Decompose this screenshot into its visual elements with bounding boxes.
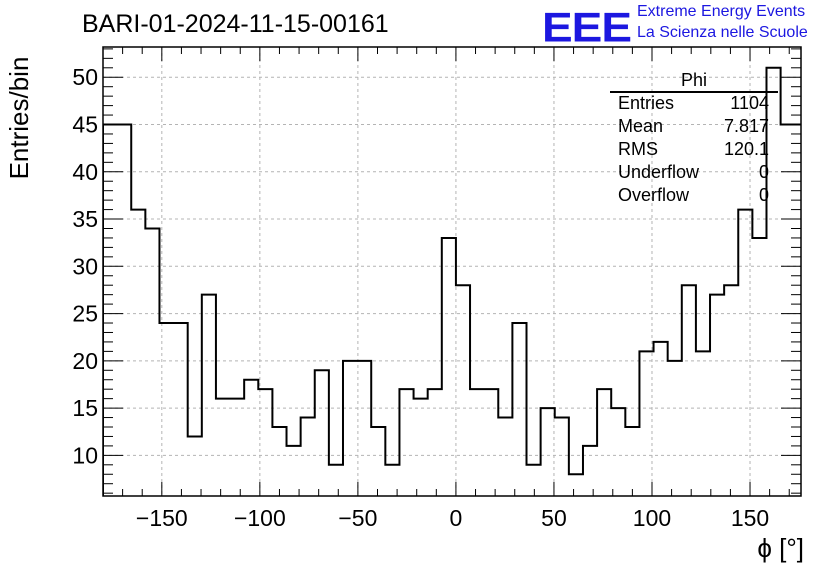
- histogram-bin: [131, 210, 145, 496]
- tick-labels: −150 −100 −50 0 50 100 150 10 15 20 25 30 35 40 45 50: [72, 64, 769, 531]
- y-tick-label: 45: [72, 112, 98, 138]
- x-tick-label: −150: [136, 505, 188, 531]
- y-tick-label: 20: [72, 348, 98, 374]
- y-tick-label: 40: [72, 159, 98, 185]
- stats-row-rms: RMS 120.1: [618, 139, 778, 161]
- stats-row-entries: Entries 1104: [618, 93, 778, 115]
- eee-logo: EEE: [542, 0, 642, 51]
- histogram-bin: [752, 238, 766, 496]
- histogram-bin: [414, 399, 428, 496]
- histogram-bin: [541, 408, 555, 496]
- histogram-series: [103, 66, 801, 496]
- y-tick-label: 25: [72, 301, 98, 327]
- histogram-bin: [174, 323, 188, 496]
- histogram-bin: [159, 323, 173, 496]
- histogram-bin: [682, 285, 696, 496]
- stats-label: RMS: [618, 139, 658, 159]
- x-axis-label: ϕ [°]: [757, 533, 804, 563]
- stats-value: 0: [758, 162, 769, 182]
- y-tick-label: 10: [72, 442, 98, 468]
- x-tick-label: 50: [541, 505, 567, 531]
- stats-value: 120.1: [723, 139, 769, 159]
- histogram-bin: [498, 418, 512, 496]
- brand-name: Extreme Energy Events: [637, 3, 806, 20]
- grid-lines: [103, 47, 801, 496]
- stats-title: Phi: [680, 70, 707, 90]
- histogram-bin: [188, 436, 202, 496]
- stats-row-mean: Mean 7.817: [618, 116, 778, 138]
- y-tick-label: 35: [72, 206, 98, 232]
- histogram-bin: [484, 389, 498, 496]
- x-tick-label: 100: [633, 505, 671, 531]
- histogram-bin: [611, 408, 625, 496]
- histogram-bin: [357, 361, 371, 496]
- histogram-bin: [555, 418, 569, 496]
- histogram-bin: [569, 474, 583, 496]
- histogram-bin: [795, 125, 801, 496]
- histogram-bin: [668, 361, 682, 496]
- stats-label: Overflow: [618, 185, 690, 205]
- chart-title: BARI-01-2024-11-15-00161: [82, 10, 389, 38]
- histogram-bin: [202, 295, 216, 496]
- histogram-bin: [696, 351, 710, 496]
- histogram-bin: [216, 399, 230, 496]
- stats-divider: [610, 91, 778, 93]
- histogram-bin: [230, 399, 244, 496]
- histogram-bin: [343, 361, 357, 496]
- histogram-bin: [781, 125, 795, 496]
- stats-row-underflow: Underflow 0: [618, 162, 778, 184]
- brand-tagline: La Scienza nelle Scuole: [637, 24, 808, 41]
- histogram-bin: [371, 427, 385, 496]
- histogram-bin: [258, 389, 272, 496]
- histogram-bin: [654, 342, 668, 496]
- histogram-bin: [470, 389, 484, 496]
- logo-text: EEE: [542, 3, 632, 51]
- histogram-bin: [301, 418, 315, 496]
- x-tick-label: −100: [234, 505, 286, 531]
- histogram-line: [103, 66, 801, 496]
- histogram-bin: [710, 295, 724, 496]
- stats-label: Underflow: [618, 162, 700, 182]
- histogram-bin: [287, 446, 301, 496]
- stats-box: Phi Entries 1104 Mean 7.817 RMS 120.1 Un…: [610, 70, 778, 210]
- plot-frame: [102, 46, 802, 497]
- stats-label: Mean: [618, 116, 664, 136]
- x-tick-label: −50: [338, 505, 377, 531]
- axis-ticks: [102, 47, 801, 496]
- histogram-bin: [597, 389, 611, 496]
- y-axis-label: Entries/bin: [4, 56, 34, 180]
- histogram-bin: [117, 125, 131, 496]
- histogram-bin: [428, 389, 442, 496]
- histogram-bin: [399, 389, 413, 496]
- y-tick-label: 30: [72, 253, 98, 279]
- stats-value: 0: [758, 185, 769, 205]
- histogram-bin: [442, 238, 456, 496]
- stats-value: 7.817: [723, 116, 769, 136]
- histogram-bin: [527, 465, 541, 496]
- histogram-bin: [244, 380, 258, 496]
- histogram-bin: [145, 228, 159, 496]
- histogram-bin: [625, 427, 639, 496]
- stats-value: 1104: [730, 93, 769, 113]
- x-tick-label: 0: [450, 505, 463, 531]
- x-tick-label: 150: [731, 505, 769, 531]
- histogram-bin: [738, 210, 752, 496]
- histogram-bin: [103, 125, 117, 496]
- stats-label: Entries: [618, 93, 675, 113]
- stats-row-overflow: Overflow 0: [618, 185, 778, 207]
- histogram-bin: [329, 465, 343, 496]
- y-tick-label: 15: [72, 395, 98, 421]
- histogram-bin: [456, 285, 470, 496]
- histogram-bin: [272, 427, 286, 496]
- histogram-bin: [512, 323, 526, 496]
- histogram-bin: [315, 370, 329, 496]
- axes-frame: [102, 46, 802, 497]
- histogram-bin: [724, 285, 738, 496]
- histogram-bin: [639, 351, 653, 496]
- y-tick-label: 50: [72, 64, 98, 90]
- histogram-bin: [583, 446, 597, 496]
